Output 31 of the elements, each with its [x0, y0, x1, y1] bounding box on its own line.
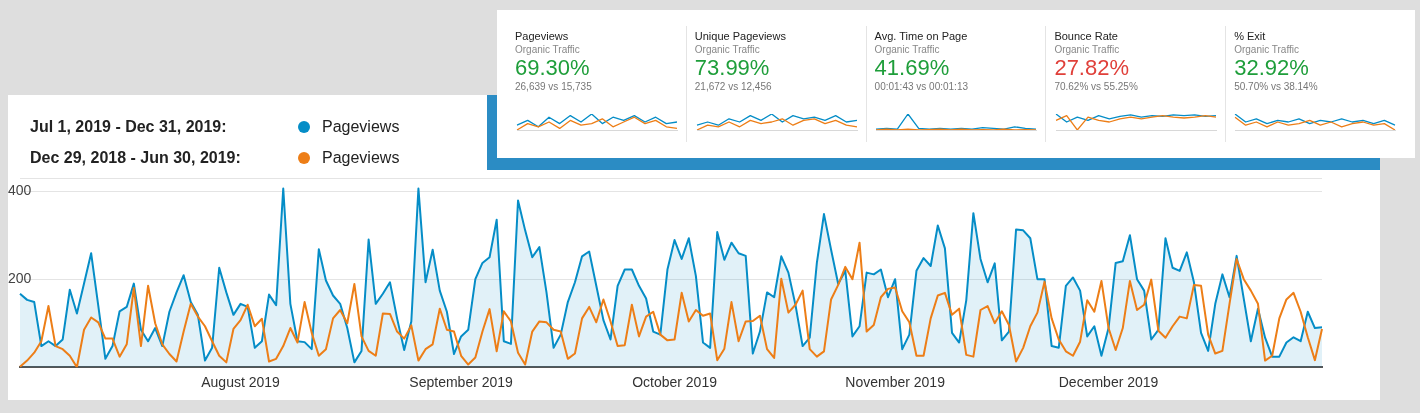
text: 69.30% [515, 55, 591, 81]
text: Organic Traffic [515, 44, 581, 55]
text: Organic Traffic [1054, 44, 1121, 55]
y-tick-label: 200 [8, 270, 32, 287]
text: 21,672 vs 12,456 [694, 81, 773, 92]
text: 73.99% [694, 55, 771, 81]
text: 50.70% vs 38.14% [1234, 81, 1319, 92]
x-tick-label: September 2019 [409, 374, 514, 391]
x-tick-label: August 2019 [201, 374, 281, 391]
text: Jul 1, 2019 - Dec 31, 2019: [30, 117, 228, 136]
category-label: % Exit [1234, 30, 1267, 42]
text: 70.62% vs 55.25% [1054, 81, 1139, 92]
y-tick-label: 400 [8, 182, 32, 199]
category-label: Avg. Time on Page [874, 30, 969, 42]
category-label: Bounce Rate [1054, 30, 1119, 42]
category-label: Pageviews [515, 30, 570, 42]
category-label: Unique Pageviews [694, 30, 787, 42]
x-tick-label: November 2019 [845, 374, 946, 391]
text: 32.92% [1234, 55, 1310, 81]
text: Organic Traffic [874, 44, 941, 55]
text: Dec 29, 2018 - Jun 30, 2019: [30, 148, 242, 167]
legend-label: Pageviews [322, 117, 400, 136]
text: Organic Traffic [694, 44, 761, 55]
text: Organic Traffic [1234, 44, 1301, 55]
x-tick-label: December 2019 [1058, 374, 1159, 391]
x-tick-label: October 2019 [632, 374, 718, 391]
text: 27.82% [1054, 55, 1130, 81]
text: 41.69% [874, 55, 951, 81]
text: 26,639 vs 15,735 [515, 81, 593, 92]
legend-label: Pageviews [322, 148, 400, 167]
text: 00:01:43 vs 00:01:13 [874, 81, 969, 92]
